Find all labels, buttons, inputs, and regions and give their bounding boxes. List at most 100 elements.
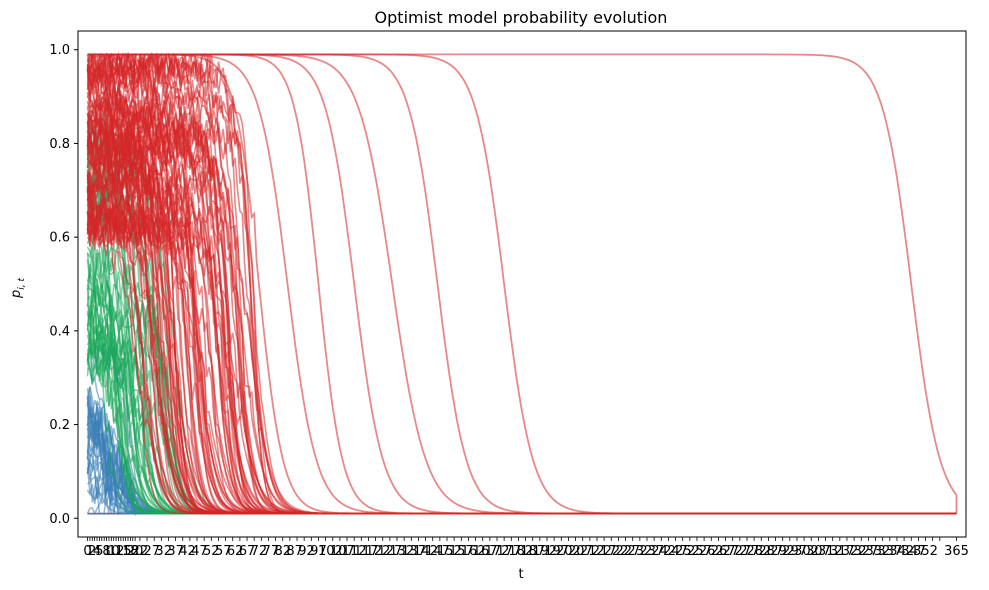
x-tick-label: 117 [354, 544, 379, 559]
x-tick-label: 177 [496, 544, 521, 559]
y-tick-label: 0.8 [49, 137, 70, 152]
x-tick-label: 247 [663, 544, 688, 559]
y-tick-label: 0.6 [49, 231, 70, 246]
x-axis-label: t [518, 567, 523, 582]
x-tick-label: 142 [413, 544, 438, 559]
x-tick-label: 317 [830, 544, 855, 559]
x-tick-label: 327 [854, 544, 879, 559]
x-tick-label: 47 [191, 544, 208, 559]
chart-title: Optimist model probability evolution [375, 8, 668, 27]
red-series-line [86, 119, 957, 515]
x-tick-label: 127 [377, 544, 402, 559]
x-tick-label: 212 [580, 544, 605, 559]
x-tick-label: 102 [318, 544, 343, 559]
x-tick-label: 152 [437, 544, 462, 559]
x-tick-label: 77 [263, 544, 280, 559]
x-tick-label: 332 [866, 544, 891, 559]
x-tick-label: 2 [88, 544, 96, 559]
y-axis: 0.0 0.2 0.4 0.6 0.8 1.0 [49, 43, 78, 527]
x-tick-label: 92 [298, 544, 315, 559]
x-tick-label: 20 [127, 544, 144, 559]
red-late-series-line [87, 53, 958, 514]
x-tick-label: 337 [877, 544, 902, 559]
x-tick-label: 72 [251, 544, 268, 559]
x-tick-label: 312 [818, 544, 843, 559]
y-axis-label: pi, t [9, 278, 27, 299]
x-axis: 0124581012151820222732374247525762677277… [83, 537, 969, 559]
x-tick-label: 182 [508, 544, 533, 559]
x-tick-label: 227 [616, 544, 641, 559]
x-tick-label: 62 [227, 544, 244, 559]
x-tick-label: 202 [556, 544, 581, 559]
red-series-line [86, 64, 957, 515]
plot-frame [77, 30, 967, 538]
x-tick-label: 217 [592, 544, 617, 559]
x-tick-label: 222 [604, 544, 629, 559]
x-tick-label: 252 [675, 544, 700, 559]
y-axis-label-group: pi, t [9, 278, 27, 299]
x-tick-label: 257 [687, 544, 712, 559]
x-tick-label: 347 [901, 544, 926, 559]
x-tick-label: 42 [179, 544, 196, 559]
x-tick-label: 22 [132, 544, 149, 559]
plot-lines [86, 51, 958, 517]
x-tick-label: 187 [520, 544, 545, 559]
x-tick-label: 322 [842, 544, 867, 559]
x-tick-label: 5 [95, 544, 103, 559]
y-tick-label: 0.4 [49, 324, 70, 339]
x-tick-label: 277 [735, 544, 760, 559]
x-tick-label: 287 [758, 544, 783, 559]
x-tick-label: 87 [286, 544, 303, 559]
red-series-line [86, 52, 957, 515]
x-tick-label: 8 [102, 544, 110, 559]
x-tick-label: 18 [122, 544, 139, 559]
y-tick-label: 0.0 [49, 512, 70, 527]
x-tick-label: 157 [449, 544, 474, 559]
x-tick-label: 192 [532, 544, 557, 559]
x-tick-label: 297 [782, 544, 807, 559]
x-tick-label: 162 [461, 544, 486, 559]
x-tick-label: 197 [544, 544, 569, 559]
x-tick-label: 272 [723, 544, 748, 559]
x-tick-label: 342 [889, 544, 914, 559]
x-tick-label: 242 [651, 544, 676, 559]
y-tick-label: 0.2 [49, 418, 70, 433]
x-tick-label: 132 [389, 544, 414, 559]
x-tick-label: 97 [310, 544, 327, 559]
x-tick-label: 107 [330, 544, 355, 559]
x-tick-label: 82 [274, 544, 291, 559]
x-tick-label: 147 [425, 544, 450, 559]
x-tick-label: 12 [108, 544, 125, 559]
x-tick-label: 262 [699, 544, 724, 559]
x-tick-label: 57 [215, 544, 232, 559]
x-tick-label: 207 [568, 544, 593, 559]
x-tick-label: 52 [203, 544, 220, 559]
x-tick-label: 137 [401, 544, 426, 559]
x-tick-label: 352 [913, 544, 938, 559]
x-tick-label: 27 [144, 544, 161, 559]
y-axis-label-main: p [9, 290, 24, 299]
x-tick-label: 15 [115, 544, 132, 559]
x-tick-label: 237 [639, 544, 664, 559]
x-tick-label: 10 [103, 544, 120, 559]
x-tick-label: 32 [155, 544, 172, 559]
x-tick-label: 365 [944, 544, 969, 559]
red-series-line [86, 201, 957, 515]
y-axis-label-sub: i, t [17, 278, 27, 290]
x-tick-label: 302 [794, 544, 819, 559]
x-tick-label: 67 [239, 544, 256, 559]
x-tick-label: 37 [167, 544, 184, 559]
x-tick-label: 1 [86, 544, 94, 559]
x-tick-label: 112 [342, 544, 367, 559]
x-tick-label: 307 [806, 544, 831, 559]
x-tick-label: 267 [711, 544, 736, 559]
y-tick-label: 1.0 [49, 43, 70, 58]
x-tick-label: 292 [770, 544, 795, 559]
x-tick-label: 282 [746, 544, 771, 559]
x-tick-label: 167 [473, 544, 498, 559]
x-tick-label: 4 [93, 544, 101, 559]
x-tick-label: 0 [83, 544, 91, 559]
x-tick-label: 172 [485, 544, 510, 559]
x-tick-label: 122 [366, 544, 391, 559]
